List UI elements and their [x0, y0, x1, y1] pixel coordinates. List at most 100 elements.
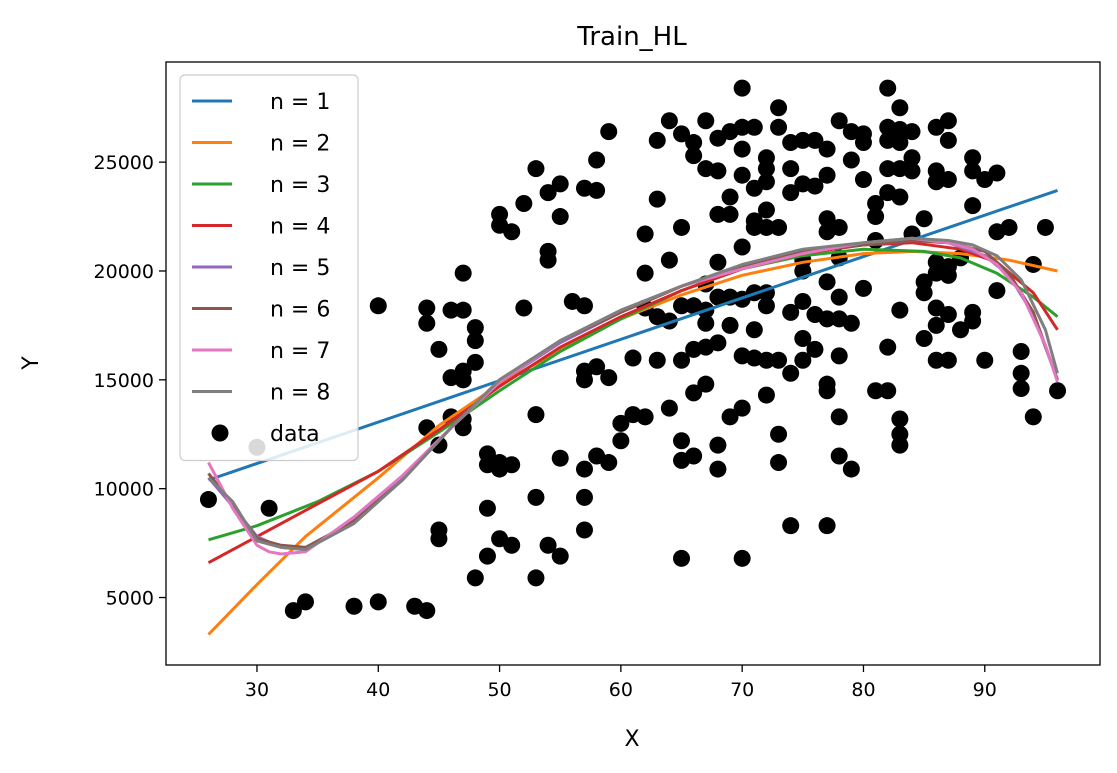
scatter-point	[952, 321, 970, 339]
scatter-point	[673, 218, 691, 236]
x-tick-label: 50	[487, 679, 511, 701]
scatter-point	[685, 384, 703, 402]
scatter-point	[745, 218, 763, 236]
chart-title: Train_HL	[576, 22, 687, 52]
scatter-point	[721, 205, 739, 223]
scatter-point	[418, 314, 436, 332]
x-tick-label: 40	[366, 679, 390, 701]
x-tick-label: 70	[730, 679, 754, 701]
scatter-point	[770, 454, 788, 472]
scatter-point	[721, 188, 739, 206]
scatter-point	[685, 147, 703, 165]
scatter-point	[867, 208, 885, 226]
scatter-point	[709, 288, 727, 306]
scatter-point	[818, 210, 836, 228]
scatter-point	[1024, 408, 1042, 426]
scatter-point	[345, 597, 363, 615]
scatter-point	[842, 460, 860, 478]
scatter-point	[1036, 218, 1054, 236]
scatter-point	[697, 375, 715, 393]
scatter-point	[782, 184, 800, 202]
scatter-point	[515, 194, 533, 212]
scatter-point	[879, 338, 897, 356]
scatter-point	[636, 225, 654, 243]
scatter-point	[879, 79, 897, 97]
scatter-point	[575, 521, 593, 539]
scatter-point	[539, 251, 557, 269]
scatter-point	[551, 547, 569, 565]
scatter-point	[770, 351, 788, 369]
scatter-point	[818, 273, 836, 291]
legend-label-1: n = 1	[270, 90, 330, 115]
scatter-point	[745, 321, 763, 339]
scatter-point	[1012, 380, 1030, 398]
scatter-point	[697, 112, 715, 130]
scatter-point	[430, 436, 448, 454]
scatter-point	[636, 264, 654, 282]
scatter-point	[648, 131, 666, 149]
scatter-point	[539, 184, 557, 202]
legend: n = 1 n = 2 n = 3 n = 4 n = 5 n = 6 n = 7 n = 8…	[179, 74, 359, 462]
legend-box	[179, 74, 359, 462]
scatter-point	[854, 134, 872, 152]
scatter-point	[818, 140, 836, 158]
scatter-point	[709, 162, 727, 180]
scatter-point	[673, 432, 691, 450]
scatter-point	[1012, 364, 1030, 382]
scatter-point	[575, 297, 593, 315]
scatter-point	[818, 517, 836, 535]
scatter-point	[1049, 382, 1067, 400]
scatter-point	[830, 347, 848, 365]
scatter-point	[757, 297, 775, 315]
scatter-point	[515, 299, 533, 317]
legend-label-4: n = 4	[270, 215, 330, 240]
scatter-point	[454, 419, 472, 437]
scatter-point	[685, 447, 703, 465]
scatter-point	[976, 351, 994, 369]
scatter-point	[673, 297, 691, 315]
scatter-point	[770, 118, 788, 136]
scatter-point	[575, 460, 593, 478]
scatter-point	[709, 436, 727, 454]
scatter-point	[879, 160, 897, 178]
scatter-point	[709, 253, 727, 271]
scatter-point	[782, 160, 800, 178]
scatter-point	[964, 149, 982, 167]
scatter-point	[964, 312, 982, 330]
scatter-point	[794, 292, 812, 310]
scatter-point	[454, 371, 472, 389]
scatter-point	[673, 125, 691, 143]
legend-label-data: data	[270, 422, 320, 447]
scatter-point	[600, 369, 618, 387]
scatter-point	[854, 279, 872, 297]
y-tick-label: 5000	[106, 588, 154, 610]
y-tick-label: 15000	[94, 370, 154, 392]
scatter-point	[575, 371, 593, 389]
scatter-point	[466, 353, 484, 371]
scatter-point	[733, 118, 751, 136]
scatter-point	[891, 188, 909, 206]
scatter-point	[588, 151, 606, 169]
scatter-point	[454, 264, 472, 282]
y-axis: 5000 10000 15000 20000 25000	[94, 152, 166, 610]
scatter-point	[588, 358, 606, 376]
scatter-point	[903, 123, 921, 141]
x-tick-label: 60	[609, 679, 633, 701]
scatter-point	[830, 112, 848, 130]
scatter-point	[782, 303, 800, 321]
scatter-point	[757, 160, 775, 178]
scatter-point	[939, 112, 957, 130]
scatter-point	[660, 399, 678, 417]
scatter-point	[733, 549, 751, 567]
scatter-point	[478, 499, 496, 517]
scatter-point	[551, 208, 569, 226]
scatter-point	[551, 449, 569, 467]
scatter-point	[648, 351, 666, 369]
scatter-point	[964, 197, 982, 215]
x-axis-label: X	[624, 727, 639, 752]
scatter-point	[369, 593, 387, 611]
scatter-point	[818, 382, 836, 400]
scatter-point	[891, 436, 909, 454]
scatter-point	[600, 454, 618, 472]
